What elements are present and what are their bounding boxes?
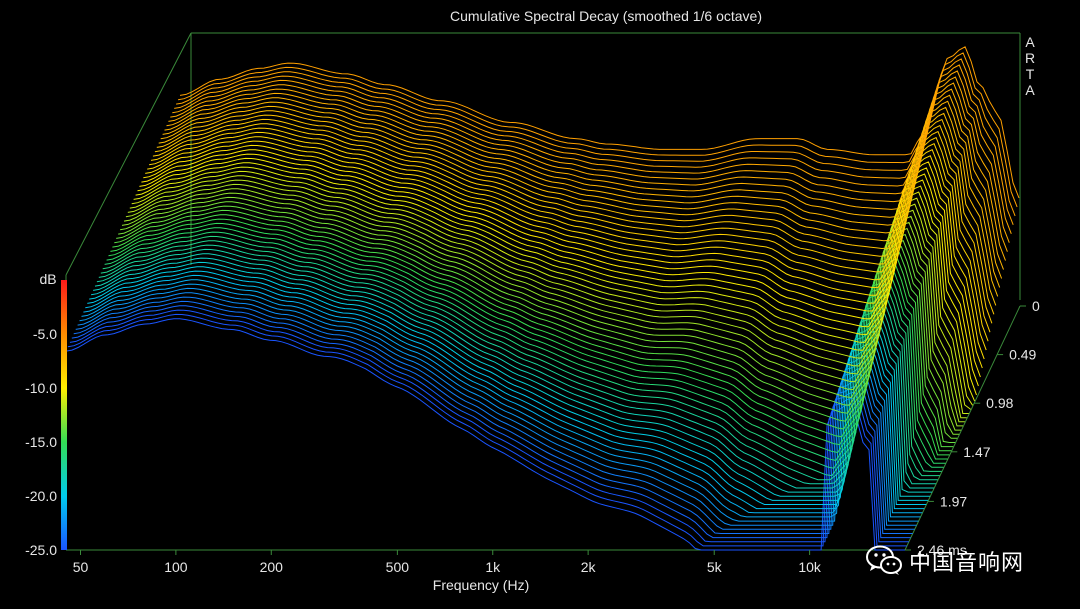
decay-slice — [125, 183, 965, 423]
decay-slice — [108, 222, 948, 460]
watermark-text: 中国音响网 — [909, 551, 1025, 576]
x-tick-label: 1k — [485, 559, 501, 575]
time-tick-label: 1.97 — [940, 493, 967, 509]
decay-slice — [141, 149, 981, 378]
x-tick-label: 100 — [164, 559, 188, 575]
decay-slice — [176, 58, 1016, 217]
decay-slice — [89, 266, 929, 501]
decay-slice — [135, 162, 976, 402]
decay-slice — [83, 279, 923, 514]
x-tick-label: 10k — [798, 559, 822, 575]
decay-slice — [145, 140, 985, 360]
decay-slice — [96, 248, 936, 485]
brand-letter-a1: A — [1025, 34, 1035, 50]
time-tick-label: 1.47 — [963, 444, 990, 460]
decay-slice — [104, 231, 944, 468]
decay-slice — [152, 123, 993, 324]
wechat-icon — [866, 545, 902, 575]
decay-slice — [168, 82, 1008, 252]
z-tick-label: -20.0 — [25, 488, 57, 504]
z-tick-label: -5.0 — [33, 326, 57, 342]
x-axis-ticks: 50 100 200 500 1k 2k 5k 10k — [73, 550, 822, 575]
decay-slice — [75, 296, 915, 530]
decay-slice — [106, 227, 946, 464]
decay-slice — [149, 131, 989, 342]
decay-slice — [174, 64, 1014, 225]
decay-slice — [102, 235, 942, 472]
decay-slice — [91, 261, 931, 497]
decay-slice — [100, 240, 940, 477]
decay-slice — [112, 214, 952, 452]
decay-slice — [77, 292, 917, 526]
decay-slice — [139, 153, 979, 387]
x-tick-label: 200 — [260, 559, 284, 575]
decay-slice — [79, 287, 919, 522]
decay-slice — [127, 179, 967, 419]
frame-diag-left — [65, 32, 192, 276]
brand-letter-t: T — [1026, 66, 1035, 82]
decay-slice — [137, 157, 977, 396]
decay-slice — [93, 257, 933, 493]
decay-slice — [94, 253, 934, 489]
db-colorbar — [61, 280, 67, 550]
decay-slice — [120, 196, 960, 435]
chart-title: Cumulative Spectral Decay (smoothed 1/6 … — [450, 8, 762, 24]
decay-slice — [158, 110, 999, 297]
time-tick-label: 0.49 — [1009, 347, 1036, 363]
decay-slice — [147, 136, 987, 351]
decay-slice — [172, 70, 1012, 234]
decay-slice — [160, 105, 1001, 288]
watermark: 中国音响网 — [865, 543, 1024, 579]
decay-slice — [116, 205, 956, 443]
x-tick-label: 5k — [707, 559, 723, 575]
decay-slice — [118, 201, 958, 439]
db-axis-label: dB — [39, 271, 56, 287]
x-axis-label: Frequency (Hz) — [433, 577, 529, 593]
frame-time-axis — [904, 305, 1021, 551]
decay-slice — [179, 46, 1020, 199]
decay-slice — [123, 188, 963, 427]
time-tick-label: 0 — [1032, 298, 1040, 314]
z-axis-ticks: -5.0 -10.0 -15.0 -20.0 -25.0 — [25, 326, 57, 558]
decay-slice — [156, 114, 997, 306]
time-tick-label: 0.98 — [986, 395, 1013, 411]
decay-slice — [164, 94, 1004, 270]
decay-slice — [170, 76, 1010, 243]
decay-slice — [114, 209, 954, 448]
brand-letter-a2: A — [1025, 82, 1035, 98]
x-tick-label: 50 — [73, 559, 89, 575]
z-tick-label: -10.0 — [25, 380, 57, 396]
decay-slices — [65, 46, 1020, 551]
decay-slice — [98, 244, 938, 481]
decay-slice — [71, 305, 911, 539]
decay-slice — [178, 52, 1018, 208]
decay-slice — [67, 313, 907, 547]
decay-slice — [65, 318, 905, 551]
decay-slice — [129, 175, 969, 414]
decay-slice — [121, 192, 961, 431]
z-tick-label: -15.0 — [25, 434, 57, 450]
decay-slice — [166, 88, 1006, 261]
decay-slice — [150, 127, 991, 333]
time-axis-ticks: 0 0.49 0.98 1.47 1.97 2.46 ms — [905, 298, 1040, 558]
decay-slice — [87, 270, 927, 505]
decay-slice — [73, 300, 913, 534]
decay-slice — [110, 218, 950, 456]
decay-slice — [131, 170, 971, 410]
x-tick-label: 2k — [581, 559, 597, 575]
decay-slice — [69, 309, 909, 543]
decay-slice — [133, 166, 974, 406]
time-tick-label: 2.46 ms — [917, 542, 967, 558]
brand-letter-r: R — [1025, 50, 1035, 66]
decay-slice — [143, 144, 983, 369]
decay-slice — [81, 283, 921, 518]
z-tick-label: -25.0 — [25, 542, 57, 558]
decay-slice — [162, 100, 1003, 279]
decay-slice — [85, 274, 925, 510]
decay-slice — [154, 118, 995, 315]
x-tick-label: 500 — [386, 559, 410, 575]
